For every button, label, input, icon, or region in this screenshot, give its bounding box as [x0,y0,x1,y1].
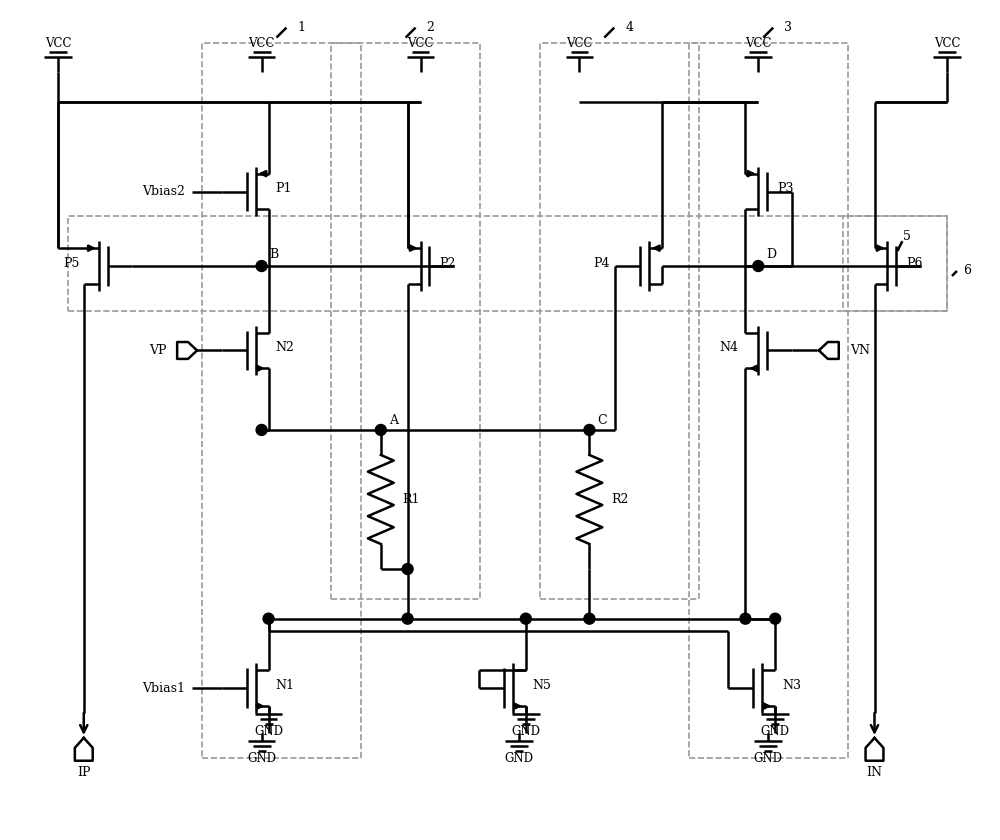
Text: N2: N2 [275,341,294,354]
Text: GND: GND [511,726,540,738]
Text: VCC: VCC [407,37,434,50]
Text: P1: P1 [275,182,292,195]
Text: IN: IN [867,766,883,780]
Text: P3: P3 [777,182,794,195]
Text: P6: P6 [906,256,923,270]
Text: GND: GND [754,753,783,765]
Text: GND: GND [254,726,283,738]
Circle shape [263,613,274,624]
Text: 2: 2 [427,21,434,34]
Circle shape [740,613,751,624]
Text: 4: 4 [625,21,633,34]
Text: VCC: VCC [745,37,772,50]
Text: P4: P4 [594,256,610,270]
Text: N1: N1 [275,679,294,691]
Text: 1: 1 [297,21,305,34]
Text: R2: R2 [611,493,629,506]
Text: Vbias2: Vbias2 [142,185,185,198]
Circle shape [753,260,764,271]
Text: N4: N4 [719,341,738,354]
Text: B: B [270,248,279,260]
Text: IP: IP [77,766,91,780]
Bar [68,217,947,311]
Text: VCC: VCC [45,37,71,50]
Text: VCC: VCC [566,37,593,50]
Bar [689,43,848,758]
Text: C: C [597,413,607,427]
Circle shape [770,613,781,624]
Bar [202,43,361,758]
Text: P2: P2 [439,256,456,270]
Circle shape [256,260,267,271]
Text: R1: R1 [403,493,420,506]
Text: N3: N3 [782,679,801,691]
Bar [843,217,947,311]
Text: D: D [766,248,776,260]
Bar [331,43,480,599]
Text: VCC: VCC [934,37,960,50]
Circle shape [402,613,413,624]
Text: N5: N5 [533,679,552,691]
Circle shape [584,613,595,624]
Text: 3: 3 [784,21,792,34]
Text: GND: GND [761,726,790,738]
Text: Vbias1: Vbias1 [142,682,185,695]
Text: GND: GND [504,753,533,765]
Text: VP: VP [149,344,166,357]
Text: VCC: VCC [248,37,275,50]
Text: 6: 6 [963,265,971,277]
Circle shape [402,564,413,575]
Bar [540,43,699,599]
Circle shape [520,613,531,624]
Text: P5: P5 [63,256,79,270]
Text: 5: 5 [903,229,911,243]
Text: VN: VN [850,344,870,357]
Circle shape [584,424,595,435]
Circle shape [375,424,386,435]
Circle shape [256,424,267,435]
Text: A: A [389,413,398,427]
Text: GND: GND [247,753,276,765]
